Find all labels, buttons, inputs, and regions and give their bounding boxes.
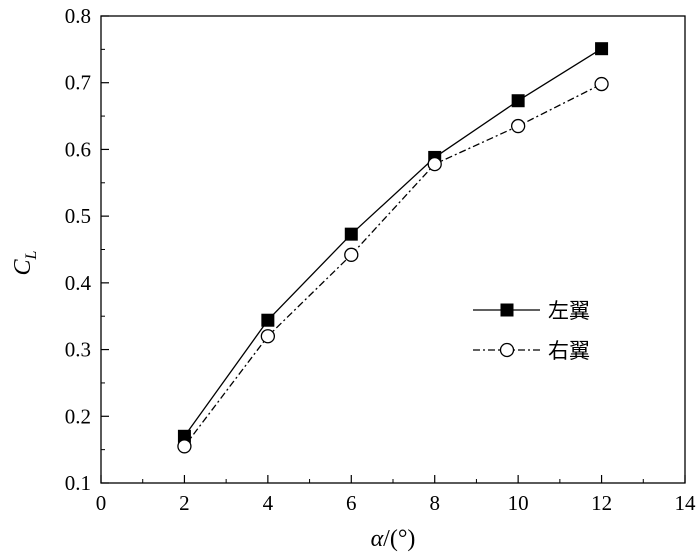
legend-entry: 左翼	[473, 299, 590, 323]
data-point	[344, 247, 359, 262]
y-axis-label-symbol: C	[10, 258, 36, 275]
data-point	[511, 94, 525, 108]
x-tick-label: 0	[96, 491, 107, 515]
y-tick-label: 0.7	[65, 71, 91, 95]
series-layer	[177, 42, 609, 454]
y-tick-label: 0.4	[65, 271, 92, 295]
y-axis: 0.1 0.2 0.3 0.4 0.5 0.6 0.7 0.8	[65, 4, 109, 495]
data-point	[177, 439, 192, 454]
x-tick-label: 10	[508, 491, 529, 515]
legend-marker	[500, 303, 514, 317]
y-tick-label: 0.6	[65, 137, 91, 161]
data-point	[594, 76, 609, 92]
x-tick-label: 6	[346, 491, 357, 515]
x-tick-label: 12	[591, 491, 612, 515]
y-axis-label: CL	[10, 250, 40, 275]
x-axis: 0 2 4 6 8 10 12 14	[96, 475, 696, 515]
series-1	[177, 42, 609, 443]
data-point	[510, 118, 526, 134]
legend-entry: 右翼	[473, 339, 590, 363]
x-axis-label-symbol: α	[371, 526, 384, 552]
series-2	[177, 76, 609, 454]
data-point	[595, 42, 609, 56]
x-axis-label-unit: /(°)	[383, 526, 415, 552]
series-line	[183, 83, 602, 447]
legend-label: 右翼	[548, 339, 590, 363]
y-tick-label: 0.8	[65, 4, 91, 28]
y-tick-label: 0.2	[65, 404, 91, 428]
y-tick-label: 0.3	[65, 338, 91, 362]
x-tick-label: 8	[429, 491, 440, 515]
data-point	[260, 329, 276, 344]
data-point	[344, 227, 358, 241]
x-axis-label: α/(°)	[371, 526, 416, 552]
x-tick-label: 14	[675, 491, 697, 515]
y-tick-label: 0.5	[65, 204, 91, 228]
data-point	[427, 156, 442, 172]
x-tick-label: 2	[179, 491, 190, 515]
y-axis-label-subscript: L	[23, 250, 40, 260]
data-point	[261, 313, 275, 327]
legend-marker	[499, 342, 515, 358]
x-tick-label: 4	[263, 491, 274, 515]
y-tick-label: 0.1	[65, 471, 91, 495]
series-line	[183, 48, 602, 437]
legend-label: 左翼	[548, 299, 590, 323]
